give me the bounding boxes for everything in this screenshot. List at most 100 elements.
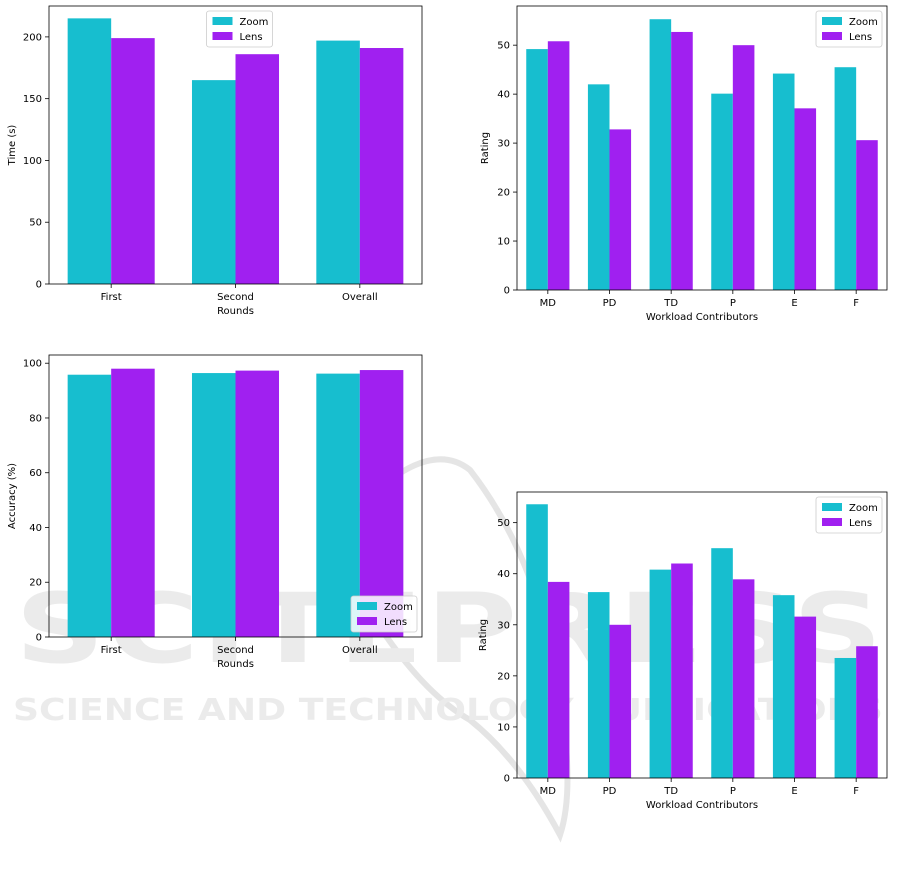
x-tick-label: P	[730, 298, 736, 309]
legend-label-zoom: Zoom	[240, 17, 269, 28]
x-tick-label: Second	[217, 292, 254, 303]
bar-zoom-p	[711, 548, 733, 778]
legend-label-zoom: Zoom	[849, 503, 878, 514]
legend-swatch-lens	[822, 32, 842, 40]
y-tick-label: 30	[497, 620, 510, 631]
x-tick-label: E	[791, 786, 797, 797]
bar-zoom-p	[711, 93, 733, 291]
x-tick-label: PD	[603, 786, 617, 797]
x-tick-label: Overall	[342, 645, 378, 656]
x-tick-label: Overall	[342, 292, 378, 303]
legend-swatch-zoom	[357, 602, 377, 610]
bar-zoom-td	[649, 19, 672, 290]
bar-lens-second	[235, 370, 280, 637]
y-tick-label: 0	[36, 633, 42, 644]
x-axis-label: Rounds	[217, 306, 254, 317]
plot-frame	[48, 354, 423, 638]
legend-label-lens: Lens	[849, 32, 872, 43]
bar-lens-overall	[359, 48, 404, 285]
legend-swatch-zoom	[212, 17, 233, 25]
chart-2: MD PD TD P E F 0 10 20 30 40 50 Workload Contributor…	[480, 5, 888, 323]
x-tick-label: First	[101, 292, 122, 303]
y-tick-label: 0	[504, 774, 510, 785]
bar-zoom-first	[67, 374, 112, 637]
legend-swatch-zoom	[822, 17, 842, 25]
bar-zoom-f	[834, 67, 857, 291]
bar-zoom-md	[526, 49, 548, 291]
legend: Zoom Lens	[206, 10, 273, 48]
bar-zoom-f	[834, 657, 857, 778]
x-tick-label: MD	[540, 298, 557, 309]
y-axis-label: Time (s)	[7, 125, 18, 167]
bar-lens-first	[111, 38, 155, 285]
legend: Zoom Lens	[815, 10, 883, 48]
y-tick-label: 20	[497, 671, 510, 682]
y-tick-label: 10	[497, 722, 510, 733]
bar-lens-overall	[359, 370, 404, 637]
x-tick-label: E	[791, 298, 797, 309]
y-tick-label: 200	[23, 32, 42, 43]
y-tick-label: 30	[497, 139, 510, 150]
bar-zoom-first	[67, 18, 112, 285]
charts-layer: First Second Overall050100150200RoundsTime…	[7, 5, 888, 811]
x-tick-label: PD	[603, 298, 617, 309]
y-tick-label: 20	[497, 188, 510, 199]
x-tick-label: TD	[663, 786, 678, 797]
legend-swatch-lens	[822, 518, 842, 526]
bar-lens-td	[671, 31, 693, 290]
bar-zoom-second	[191, 80, 236, 284]
x-tick-label: F	[853, 298, 859, 309]
bar-lens-md	[547, 41, 570, 291]
legend-label-lens: Lens	[384, 617, 407, 628]
y-tick-label: 40	[29, 523, 42, 534]
y-tick-label: 60	[29, 468, 42, 479]
y-tick-label: 20	[29, 578, 42, 589]
bar-zoom-pd	[587, 592, 610, 778]
bar-lens-first	[111, 368, 155, 637]
legend-swatch-zoom	[822, 503, 842, 511]
bar-zoom-second	[191, 373, 236, 637]
y-tick-label: 40	[497, 90, 510, 101]
x-tick-label: First	[101, 645, 122, 656]
y-tick-label: 80	[29, 413, 42, 424]
bar-zoom-md	[526, 504, 548, 778]
y-axis-label: Accuracy (%)	[7, 463, 18, 529]
x-tick-label: P	[730, 786, 736, 797]
y-tick-label: 50	[497, 41, 510, 52]
bar-lens-pd	[609, 129, 632, 290]
bar-lens-p	[732, 579, 755, 778]
bar-zoom-e	[772, 595, 795, 778]
x-tick-label: F	[853, 786, 859, 797]
bar-zoom-overall	[316, 373, 360, 637]
legend: Zoom Lens	[815, 496, 883, 534]
y-tick-label: 50	[29, 218, 42, 229]
legend-label-lens: Lens	[240, 32, 263, 43]
y-axis-label: Rating	[480, 132, 491, 164]
bar-lens-e	[794, 616, 817, 778]
chart-3: First Second Overall 0 20 40 60 80 100 Rounds Accu…	[7, 354, 423, 670]
bar-lens-second	[235, 54, 280, 284]
y-tick-label: 10	[497, 237, 510, 248]
chart-1: First Second Overall 0 50 100 150 200 Rounds Time…	[7, 5, 423, 317]
bar-lens-p	[732, 45, 755, 290]
bar-zoom-e	[772, 73, 795, 290]
bar-lens-td	[671, 563, 693, 778]
legend-label-lens: Lens	[849, 518, 872, 529]
bar-lens-e	[794, 108, 817, 290]
plot-frame	[516, 491, 888, 779]
x-tick-label: MD	[540, 786, 557, 797]
x-axis-label: Workload Contributors	[646, 800, 758, 811]
plot-frame	[516, 5, 888, 291]
y-axis-label: Rating	[478, 619, 489, 651]
y-tick-label: 0	[504, 286, 510, 297]
bar-lens-f	[856, 646, 878, 778]
bar-lens-pd	[609, 624, 632, 778]
x-axis-label: Workload Contributors	[646, 312, 758, 323]
bar-zoom-pd	[587, 84, 610, 290]
bar-lens-f	[856, 140, 878, 290]
plot-frame	[48, 5, 423, 285]
bar-zoom-overall	[316, 40, 360, 284]
legend-label-zoom: Zoom	[849, 17, 878, 28]
bar-lens-md	[547, 581, 570, 778]
